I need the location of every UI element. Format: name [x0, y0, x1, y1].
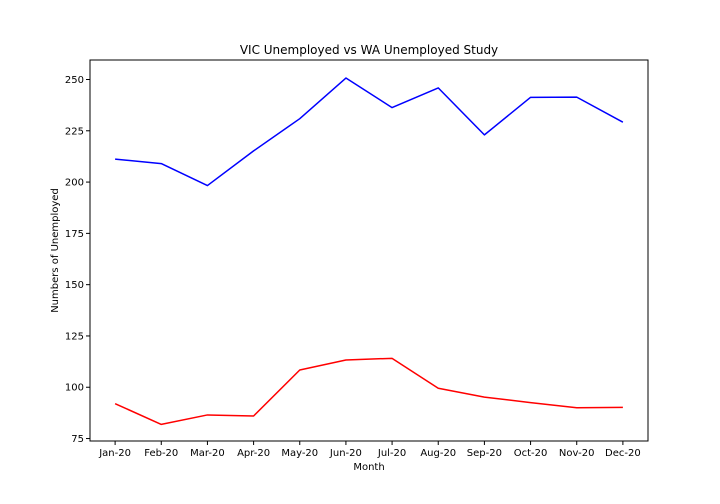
x-tick-label: Jan-20 [98, 448, 131, 459]
y-axis-label: Numbers of Unemployed [50, 188, 61, 313]
x-axis-label: Month [353, 462, 384, 473]
x-axis: Jan-20 Feb-20 Mar-20 Apr-20 May-20 Jun-20 Jul-… [98, 441, 641, 459]
y-tick-label: 125 [65, 331, 84, 342]
x-tick-label: Dec-20 [605, 448, 641, 459]
x-tick-label: Sep-20 [467, 448, 502, 459]
series-line-2 [114, 357, 623, 426]
x-tick-label: Jun-20 [329, 448, 362, 459]
x-tick-label: Oct-20 [514, 448, 548, 459]
plot-border [89, 59, 649, 442]
plot-frame [89, 59, 649, 442]
y-tick-label: 200 [65, 178, 84, 189]
x-tick-label: Feb-20 [144, 448, 178, 459]
y-tick-label: 250 [65, 75, 84, 86]
x-tick-label: Jul-20 [377, 448, 406, 459]
y-tick-label: 75 [71, 434, 84, 445]
y-axis: 75 100 125 150 175 200 225 250 [65, 75, 90, 445]
y-tick-label: 175 [65, 229, 84, 240]
x-tick-label: Nov-20 [559, 448, 595, 459]
series-layer [114, 77, 624, 426]
chart-title: VIC Unemployed vs WA Unemployed Study [240, 43, 498, 57]
x-tick-label: Apr-20 [237, 448, 270, 459]
y-tick-label: 100 [65, 383, 84, 394]
y-tick-label: 225 [65, 126, 84, 137]
y-tick-label: 150 [65, 280, 84, 291]
x-tick-label: May-20 [281, 448, 318, 459]
x-tick-label: Aug-20 [420, 448, 456, 459]
x-tick-label: Mar-20 [190, 448, 225, 459]
series-line-1 [115, 77, 624, 187]
